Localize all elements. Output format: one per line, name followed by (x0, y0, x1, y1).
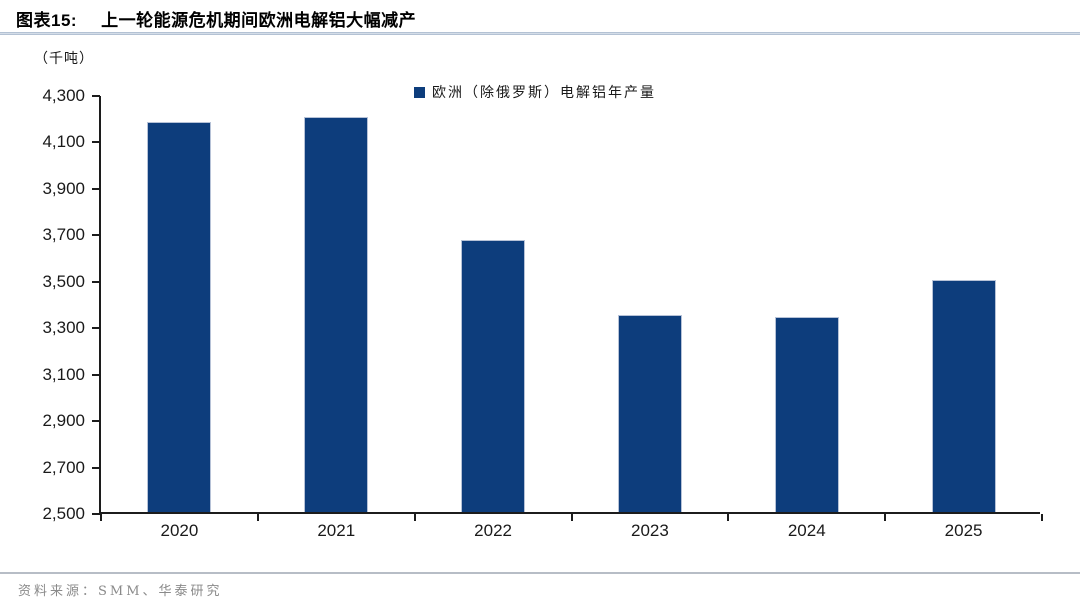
bar-2020 (147, 121, 212, 512)
x-axis-tick (1041, 514, 1043, 521)
footer-divider (0, 572, 1080, 574)
chart-legend: 欧洲（除俄罗斯）电解铝年产量 (414, 82, 656, 102)
figure-title: 上一轮能源危机期间欧洲电解铝大幅减产 (101, 11, 417, 30)
x-axis-tick (256, 514, 259, 521)
y-tick-label: 3,100 (42, 364, 85, 384)
bar-2024 (774, 316, 839, 512)
legend-swatch-icon (414, 86, 425, 98)
y-axis-tick (92, 95, 100, 97)
bar-2025 (931, 279, 996, 512)
legend-series-label: 欧洲（除俄罗斯）电解铝年产量 (432, 85, 656, 101)
y-axis-tick (92, 466, 100, 469)
title-divider (0, 32, 1080, 35)
y-axis-unit-label: （千吨） (34, 50, 94, 66)
y-axis-tick (92, 513, 100, 515)
y-axis-tick (92, 141, 100, 144)
x-tick-label-2024: 2024 (787, 521, 826, 540)
y-tick-label: 3,300 (42, 318, 85, 338)
source-note: 资料来源：SMM、华泰研究 (18, 584, 223, 599)
x-axis-tick (100, 514, 102, 521)
x-tick-label-2021: 2021 (317, 521, 356, 540)
y-tick-label: 2,500 (42, 504, 85, 523)
figure-number-label: 图表15: (16, 11, 78, 30)
y-tick-label: 3,700 (42, 225, 85, 245)
y-axis-tick (92, 234, 100, 237)
bar-2021 (304, 117, 369, 512)
bar-2022 (461, 240, 526, 512)
y-axis-tick (92, 187, 100, 190)
x-axis-tick (570, 514, 573, 521)
plot-area: 4,300 4,100 3,900 3,700 3,500 3,300 3,100 2,900… (42, 86, 1043, 540)
x-axis-tick (884, 514, 887, 521)
y-tick-label: 4,100 (42, 132, 85, 152)
x-axis-tick (413, 514, 416, 521)
x-tick-label-2025: 2025 (944, 521, 983, 540)
bar-2023 (617, 314, 682, 512)
x-axis-tick (727, 514, 730, 521)
y-axis-tick (92, 420, 100, 423)
figure-header: 图表15: 上一轮能源危机期间欧洲电解铝大幅减产 (16, 6, 416, 31)
y-axis-tick (92, 280, 100, 283)
x-tick-label-2020: 2020 (160, 521, 199, 540)
y-tick-label: 3,500 (42, 271, 85, 291)
y-axis-tick (92, 373, 100, 376)
y-tick-label: 2,900 (42, 411, 85, 431)
y-tick-label: 3,900 (42, 178, 85, 198)
x-tick-label-2022: 2022 (474, 521, 512, 540)
y-tick-label: 4,300 (42, 86, 85, 105)
y-axis-tick (92, 327, 100, 330)
y-tick-label: 2,700 (42, 457, 85, 477)
x-tick-label-2023: 2023 (631, 521, 669, 540)
